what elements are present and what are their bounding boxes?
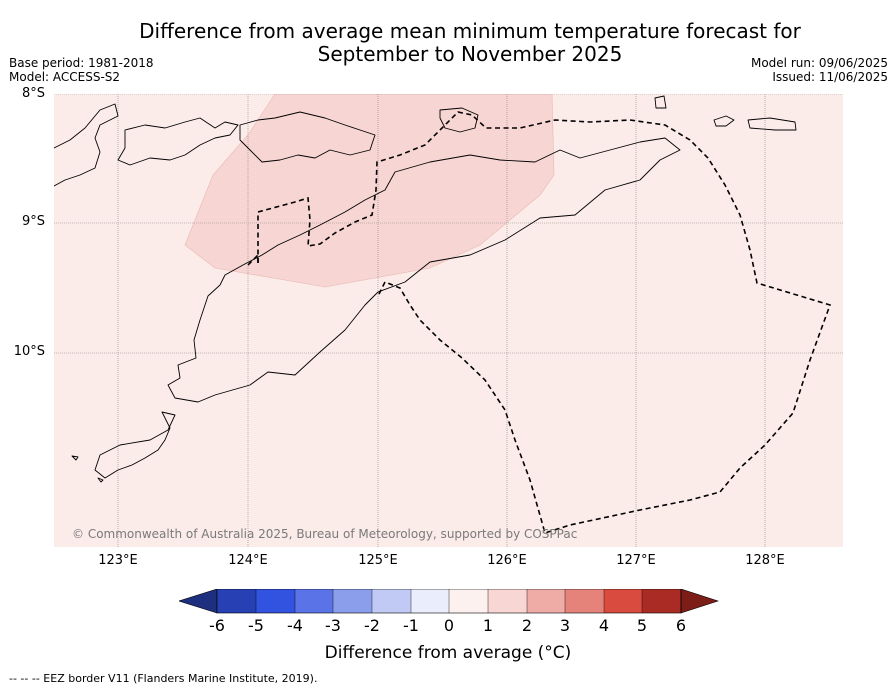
colorbar-bin-3-4 xyxy=(565,589,604,613)
east-islands-1 xyxy=(654,95,667,109)
small-island-a xyxy=(71,455,79,461)
lon-label-127e: 127°E xyxy=(616,553,656,568)
colorbar-tick-1: 1 xyxy=(482,616,494,635)
colorbar-bin--2--1 xyxy=(372,589,411,613)
colorbar-tick--3: -3 xyxy=(325,616,341,635)
eez-legend-note: -- -- -- EEZ border V11 (Flanders Marine… xyxy=(9,672,318,685)
colorbar-extend-high xyxy=(680,589,719,614)
colorbar-tick--1: -1 xyxy=(403,616,419,635)
base-period: Base period: 1981-2018 xyxy=(9,56,154,70)
coastlines xyxy=(54,95,797,483)
colorbar-bin-1-2 xyxy=(488,589,527,613)
colorbar-bin--4--3 xyxy=(295,589,333,613)
colorbar-tick-0: 0 xyxy=(443,616,455,635)
colorbar-bin-0-1 xyxy=(449,589,488,613)
copyright-notice: © Commonwealth of Australia 2025, Bureau… xyxy=(72,527,578,541)
timor-coast xyxy=(167,137,681,403)
title-line-2: September to November 2025 xyxy=(317,42,623,66)
colorbar-tick-3: 3 xyxy=(559,616,571,635)
graticule xyxy=(54,94,843,547)
lat-label-9s: 9°S xyxy=(21,214,45,229)
lon-label-123e: 123°E xyxy=(98,553,138,568)
east-islands-3 xyxy=(747,117,797,131)
colorbar-tick--5: -5 xyxy=(248,616,264,635)
flores-coast xyxy=(54,103,119,187)
colorbar-tick-4: 4 xyxy=(598,616,610,635)
eez-border xyxy=(247,111,832,535)
colorbar-tick--2: -2 xyxy=(364,616,380,635)
lon-label-126e: 126°E xyxy=(487,553,527,568)
model-name: Model: ACCESS-S2 xyxy=(9,70,121,84)
wetar-coast xyxy=(439,107,479,133)
colorbar-bin--6--5 xyxy=(217,589,256,613)
anomaly-region-1-2c xyxy=(184,94,555,288)
colorbar-tick--4: -4 xyxy=(287,616,303,635)
colorbar-tick-5: 5 xyxy=(636,616,648,635)
issued-date: Issued: 11/06/2025 xyxy=(772,70,888,84)
eez-timor-leste xyxy=(257,111,832,535)
colorbar-bin-4-5 xyxy=(604,589,642,613)
colorbar-tick--6: -6 xyxy=(209,616,225,635)
model-run: Model run: 09/06/2025 xyxy=(750,56,888,70)
colorbar-dividers xyxy=(255,589,643,613)
roti-island xyxy=(94,411,176,479)
map-panel xyxy=(54,94,843,547)
alor-coast xyxy=(239,111,376,163)
colorbar xyxy=(179,589,719,614)
lat-label-10s: 10°S xyxy=(13,344,45,359)
base-info: Base period: 1981-2018 Model: ACCESS-S2 xyxy=(9,56,154,84)
run-info: Model run: 09/06/2025 Issued: 11/06/2025 xyxy=(751,56,888,84)
lon-label-124e: 124°E xyxy=(228,553,268,568)
eez-oecusse xyxy=(247,253,259,266)
flores-east xyxy=(117,117,239,166)
small-island-b xyxy=(97,477,104,483)
colorbar-label: Difference from average (°C) xyxy=(324,643,572,663)
lon-label-128e: 128°E xyxy=(745,553,785,568)
colorbar-extend-low xyxy=(179,589,218,614)
lon-label-125e: 125°E xyxy=(358,553,398,568)
colorbar-tick-2: 2 xyxy=(521,616,533,635)
colorbar-bin-5-6 xyxy=(642,589,681,613)
map-title: Difference from average mean minimum tem… xyxy=(90,20,850,66)
colorbar-bin--1-0 xyxy=(411,589,449,613)
colorbar-bin-2-3 xyxy=(527,589,565,613)
colorbar-bin--3--2 xyxy=(333,589,372,613)
east-islands-2 xyxy=(713,115,735,127)
colorbar-tick-6: 6 xyxy=(675,616,687,635)
colorbar-bin--5--4 xyxy=(256,589,295,613)
title-line-1: Difference from average mean minimum tem… xyxy=(139,19,801,43)
lat-label-8s: 8°S xyxy=(21,86,45,101)
